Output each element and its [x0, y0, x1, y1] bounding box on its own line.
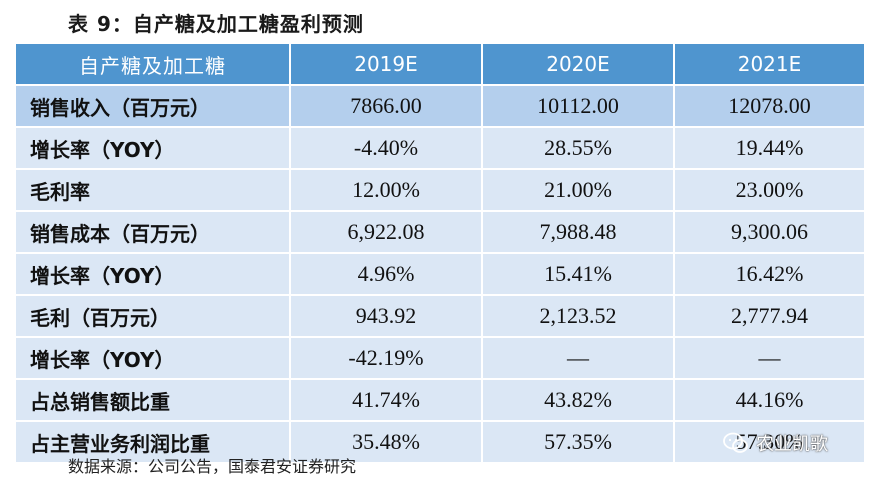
- row-label: 毛利（百万元）: [14, 294, 291, 338]
- wechat-icon: [723, 432, 748, 453]
- cell-value: 7,988.48: [481, 210, 675, 254]
- header-2020e: 2020E: [481, 42, 675, 86]
- cell-value: 6,922.08: [289, 210, 483, 254]
- cell-value: 28.55%: [481, 126, 675, 170]
- watermark-text: 农业凯歌: [756, 434, 828, 455]
- profit-forecast-table: 自产糖及加工糖 2019E 2020E 2021E 销售收入（百万元） 7866…: [14, 42, 866, 464]
- cell-value: 44.16%: [673, 378, 866, 422]
- table-row: 占主营业务利润比重 35.48% 57.35% 57.30%: [14, 420, 866, 464]
- cell-value: —: [673, 336, 866, 380]
- table-row: 增长率（YOY） 4.96% 15.41% 16.42%: [14, 252, 866, 296]
- cell-value: 35.48%: [289, 420, 483, 464]
- watermark: 农业凯歌: [722, 430, 828, 456]
- cell-value: 9,300.06: [673, 210, 866, 254]
- cell-value: -42.19%: [289, 336, 483, 380]
- source-note: 数据来源：公司公告，国泰君安证券研究: [68, 457, 357, 476]
- cell-value: 43.82%: [481, 378, 675, 422]
- cell-value: 2,123.52: [481, 294, 675, 338]
- cell-value: 23.00%: [673, 168, 866, 212]
- cell-value: 21.00%: [481, 168, 675, 212]
- cell-value: 7866.00: [289, 84, 483, 128]
- cell-value: 12.00%: [289, 168, 483, 212]
- cell-value: 10112.00: [481, 84, 675, 128]
- row-label: 占总销售额比重: [14, 378, 291, 422]
- header-row: 自产糖及加工糖 2019E 2020E 2021E: [14, 42, 866, 86]
- table-row: 销售收入（百万元） 7866.00 10112.00 12078.00: [14, 84, 866, 128]
- cell-value: 19.44%: [673, 126, 866, 170]
- row-label: 占主营业务利润比重: [14, 420, 291, 464]
- cell-value: 4.96%: [289, 252, 483, 296]
- cell-value: 15.41%: [481, 252, 675, 296]
- cell-value: -4.40%: [289, 126, 483, 170]
- table-title: 表 9：自产糖及加工糖盈利预测: [68, 12, 364, 36]
- table-row: 增长率（YOY） -42.19% — —: [14, 336, 866, 380]
- cell-value: 16.42%: [673, 252, 866, 296]
- header-2021e: 2021E: [673, 42, 866, 86]
- cell-value: 57.30%: [673, 420, 866, 464]
- table-row: 毛利率 12.00% 21.00% 23.00%: [14, 168, 866, 212]
- row-label: 增长率（YOY）: [14, 126, 291, 170]
- header-category: 自产糖及加工糖: [14, 42, 291, 86]
- cell-value: 41.74%: [289, 378, 483, 422]
- table-row: 毛利（百万元） 943.92 2,123.52 2,777.94: [14, 294, 866, 338]
- row-label: 增长率（YOY）: [14, 336, 291, 380]
- row-label: 销售收入（百万元）: [14, 84, 291, 128]
- row-label: 增长率（YOY）: [14, 252, 291, 296]
- cell-value: —: [481, 336, 675, 380]
- row-label: 毛利率: [14, 168, 291, 212]
- cell-value: 2,777.94: [673, 294, 866, 338]
- table-row: 占总销售额比重 41.74% 43.82% 44.16%: [14, 378, 866, 422]
- row-label: 销售成本（百万元）: [14, 210, 291, 254]
- header-2019e: 2019E: [289, 42, 483, 86]
- cell-value: 12078.00: [673, 84, 866, 128]
- cell-value: 57.35%: [481, 420, 675, 464]
- table-row: 增长率（YOY） -4.40% 28.55% 19.44%: [14, 126, 866, 170]
- table-row: 销售成本（百万元） 6,922.08 7,988.48 9,300.06: [14, 210, 866, 254]
- cell-value: 943.92: [289, 294, 483, 338]
